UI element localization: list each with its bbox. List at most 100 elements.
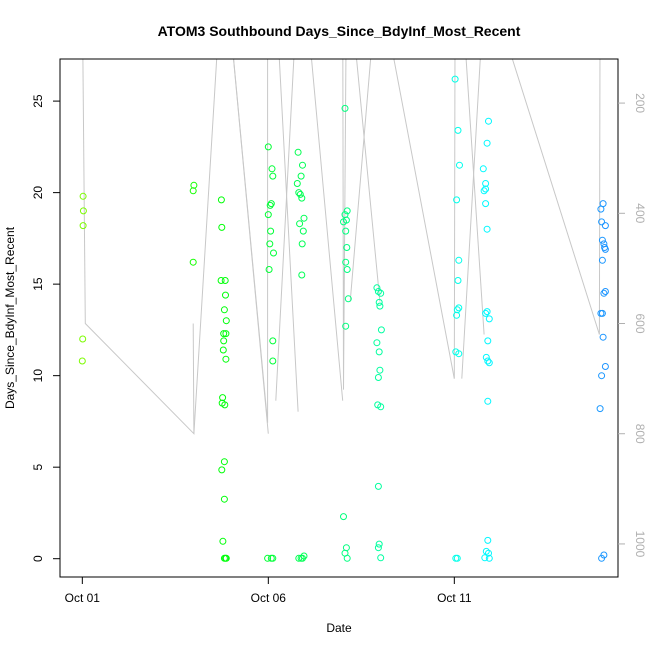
data-point bbox=[222, 355, 230, 363]
data-point bbox=[601, 363, 609, 370]
data-point bbox=[222, 317, 230, 325]
data-point bbox=[78, 357, 86, 365]
y-axis-label: Days_Since_BdyInf_Most_Recent bbox=[3, 226, 17, 409]
data-point bbox=[377, 326, 385, 334]
data-point bbox=[482, 309, 490, 317]
data-point bbox=[79, 335, 87, 343]
data-point bbox=[222, 291, 229, 299]
data-point bbox=[340, 218, 347, 226]
data-point bbox=[598, 256, 606, 264]
data-point bbox=[293, 180, 301, 187]
data-point bbox=[341, 104, 349, 112]
data-point bbox=[455, 256, 463, 264]
data-point bbox=[598, 236, 606, 244]
data-point bbox=[218, 223, 226, 231]
data-point bbox=[453, 311, 461, 319]
data-point bbox=[455, 350, 463, 358]
data-point bbox=[343, 554, 351, 562]
data-point bbox=[264, 554, 272, 562]
data-point bbox=[294, 148, 302, 156]
data-point bbox=[342, 258, 350, 266]
data-point bbox=[482, 547, 490, 555]
data-point bbox=[480, 187, 488, 195]
data-point bbox=[269, 337, 277, 345]
data-point bbox=[220, 330, 228, 338]
data-point bbox=[189, 258, 197, 266]
data-point bbox=[485, 554, 493, 562]
y2-tick-label: 800 bbox=[633, 424, 647, 444]
data-point bbox=[454, 126, 462, 134]
data-point bbox=[265, 266, 273, 273]
y2-tick-label: 200 bbox=[633, 93, 647, 113]
data-point bbox=[483, 225, 491, 233]
data-point bbox=[217, 196, 225, 204]
data-point bbox=[79, 222, 87, 230]
y-tick-label: 0 bbox=[31, 555, 45, 562]
data-point bbox=[266, 201, 274, 209]
data-point bbox=[266, 240, 274, 248]
data-point bbox=[220, 337, 228, 345]
data-point bbox=[376, 302, 384, 310]
data-point bbox=[268, 165, 276, 173]
data-point bbox=[270, 249, 277, 257]
y-tick-label: 5 bbox=[31, 464, 45, 471]
data-point bbox=[598, 372, 606, 380]
data-point bbox=[299, 227, 307, 235]
data-point bbox=[220, 458, 228, 466]
y-tick-label: 25 bbox=[31, 94, 45, 108]
y2-tick-label: 1000 bbox=[633, 531, 647, 558]
data-point bbox=[343, 207, 351, 215]
data-point bbox=[300, 552, 308, 560]
data-point bbox=[598, 309, 606, 317]
data-point bbox=[344, 295, 352, 303]
data-point bbox=[219, 537, 227, 545]
profile-line bbox=[233, 59, 299, 423]
data-point bbox=[453, 196, 461, 204]
secondary-y-axis: 200 400 600 800 1000 bbox=[618, 93, 647, 558]
data-point bbox=[377, 403, 385, 411]
data-point bbox=[269, 357, 277, 365]
data-point bbox=[483, 308, 491, 316]
data-point bbox=[454, 277, 462, 284]
data-point bbox=[299, 161, 306, 169]
data-point bbox=[340, 513, 347, 521]
data-point bbox=[373, 339, 381, 347]
data-point bbox=[600, 289, 608, 297]
y2-tick-label: 600 bbox=[633, 313, 647, 333]
data-point bbox=[596, 405, 604, 413]
data-point bbox=[485, 315, 493, 323]
data-point bbox=[601, 288, 609, 295]
data-point bbox=[217, 277, 225, 284]
data-point bbox=[79, 192, 87, 200]
data-point bbox=[297, 172, 305, 180]
data-point bbox=[485, 549, 492, 557]
data-point bbox=[482, 200, 490, 208]
data-point bbox=[601, 244, 609, 251]
x-tick-label: Oct 06 bbox=[251, 591, 287, 605]
y-tick-label: 15 bbox=[31, 277, 45, 291]
data-point bbox=[374, 374, 382, 381]
data-point bbox=[484, 337, 492, 345]
data-point bbox=[296, 220, 304, 228]
data-point bbox=[484, 357, 492, 365]
data-point bbox=[597, 205, 605, 213]
data-point bbox=[264, 211, 272, 219]
data-point bbox=[482, 185, 490, 193]
x-tick-label: Oct 11 bbox=[437, 591, 472, 605]
y-tick-label: 10 bbox=[31, 369, 45, 383]
data-point bbox=[264, 143, 272, 151]
plot-frame bbox=[59, 58, 619, 578]
data-point bbox=[485, 117, 492, 125]
data-point bbox=[342, 227, 350, 235]
data-point bbox=[222, 554, 230, 562]
data-point bbox=[456, 161, 463, 169]
data-point bbox=[601, 222, 609, 230]
data-point bbox=[296, 190, 304, 198]
data-point bbox=[375, 348, 383, 356]
data-point bbox=[599, 333, 607, 341]
data-point bbox=[219, 346, 227, 354]
data-point bbox=[218, 466, 226, 474]
data-point bbox=[482, 353, 490, 361]
